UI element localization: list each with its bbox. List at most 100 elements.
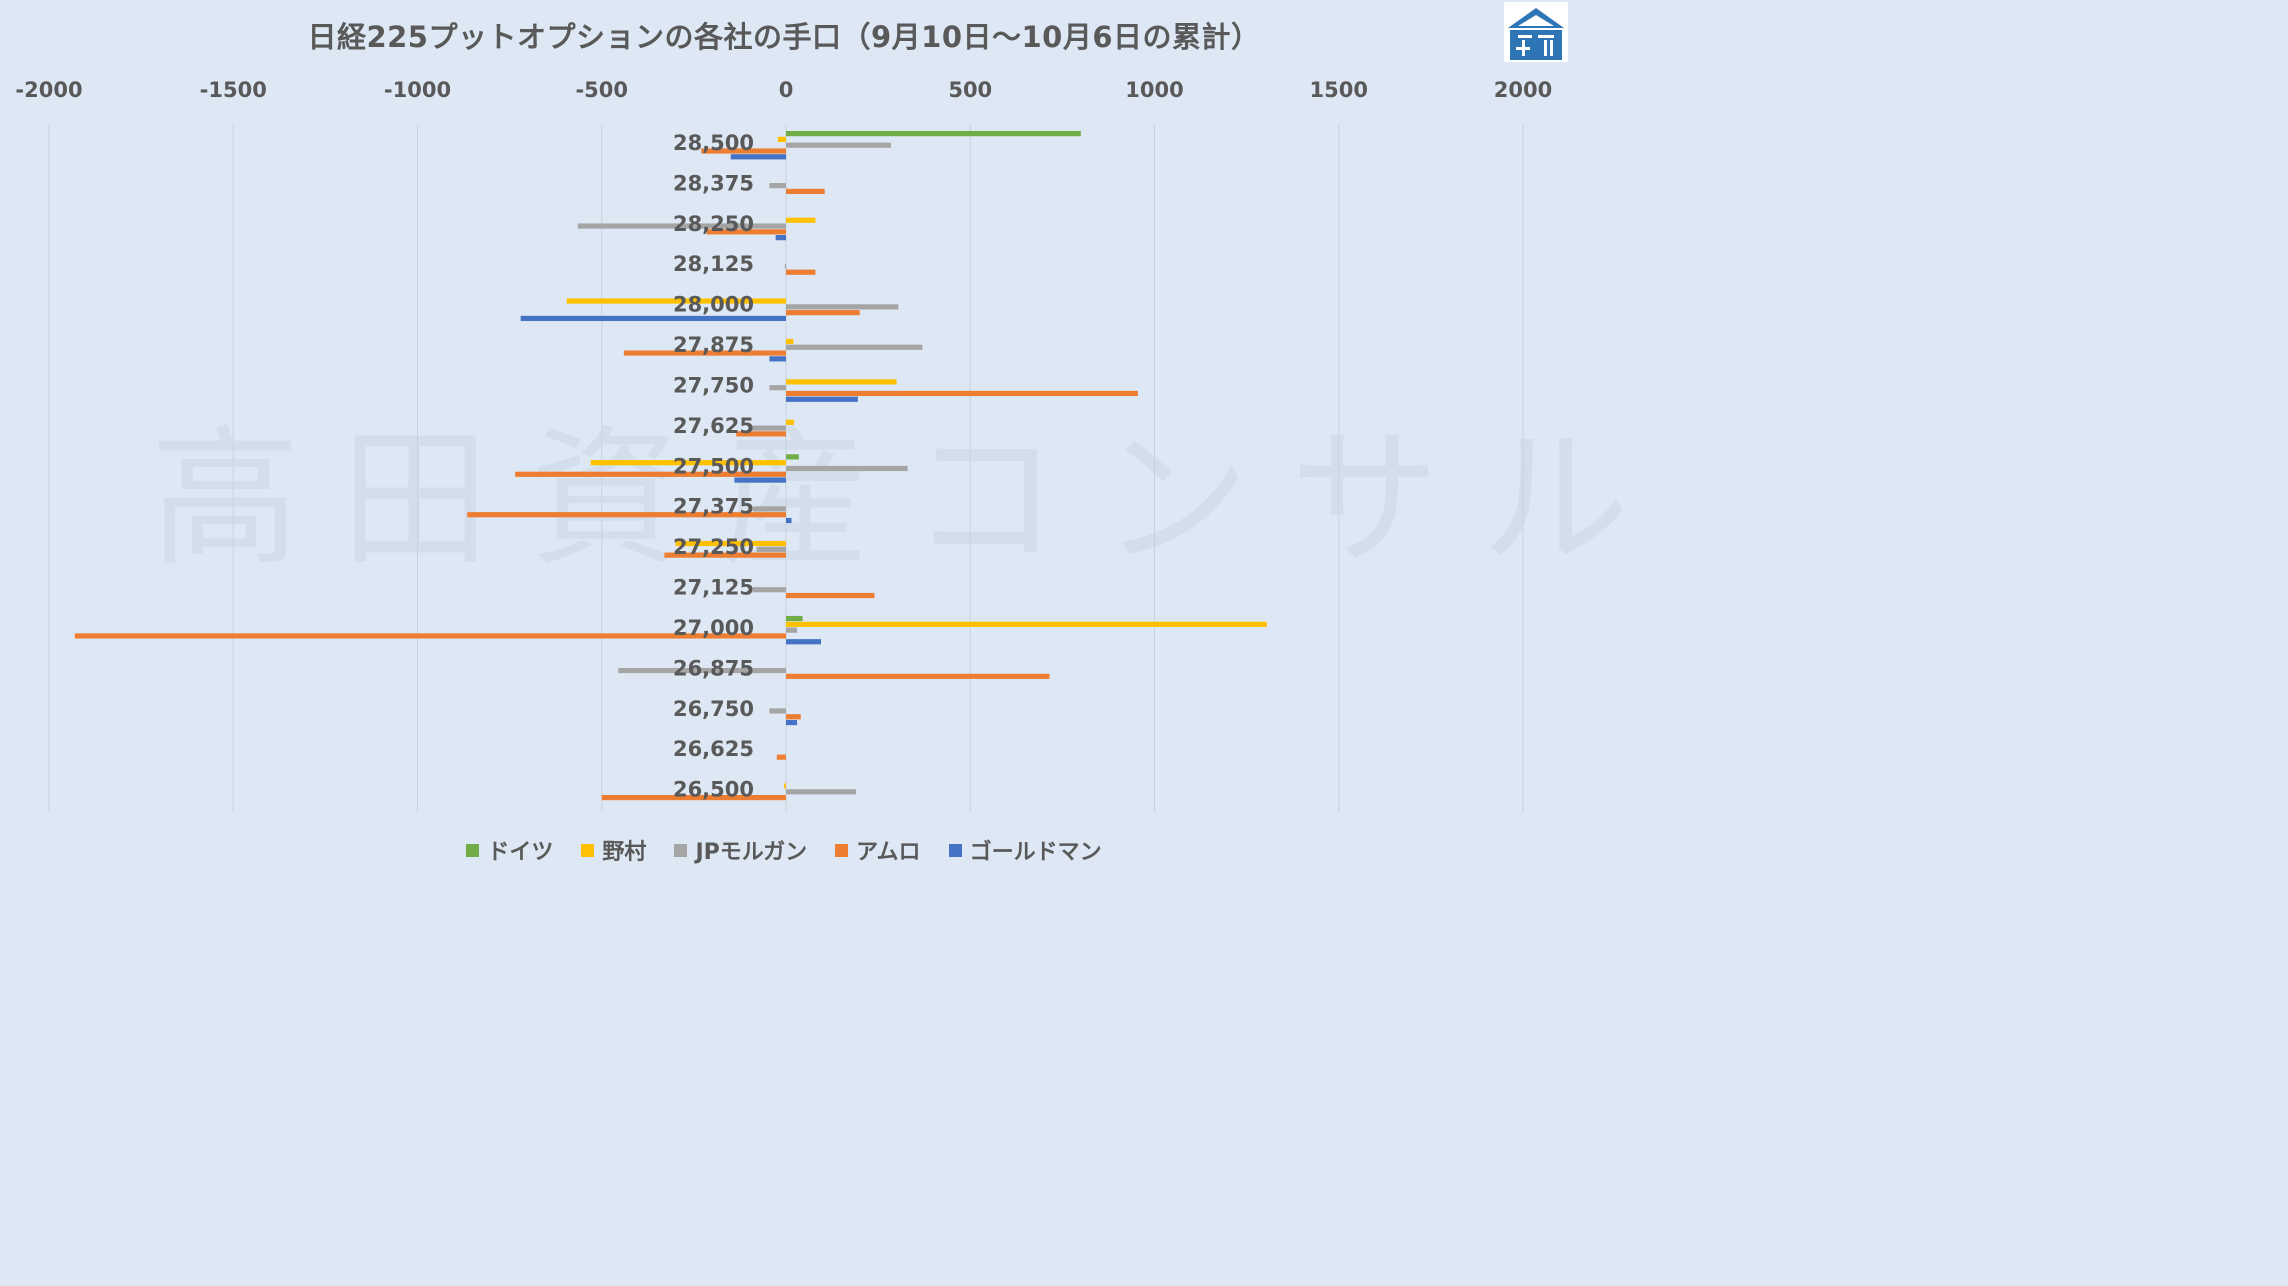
bar	[786, 621, 1267, 627]
category-label: 26,625	[673, 737, 754, 761]
legend-swatch	[674, 843, 688, 857]
bar	[775, 235, 786, 241]
chart-title: 日経225プットオプションの各社の手口（9月10日～10月6日の累計）	[307, 20, 1261, 54]
bar	[786, 142, 892, 148]
bar	[786, 615, 803, 622]
legend-swatch	[581, 843, 595, 857]
legend-label: JPモルガン	[695, 840, 808, 865]
bar	[786, 592, 875, 599]
bar	[467, 512, 786, 518]
bar	[786, 719, 798, 726]
category-label: 27,000	[673, 616, 754, 640]
legend-item: JPモルガン	[674, 834, 807, 866]
category-label: 28,125	[673, 252, 754, 276]
legend-item: ゴールドマン	[948, 834, 1102, 866]
x-tick-label: -1500	[200, 78, 267, 102]
bar	[786, 390, 1138, 397]
bar	[623, 350, 786, 356]
category-label: 27,500	[673, 454, 754, 478]
category-label: 27,625	[673, 414, 754, 438]
legend-label: ドイツ	[487, 840, 554, 865]
legend-item: ドイツ	[466, 834, 553, 866]
bar	[786, 344, 923, 350]
bar	[730, 154, 786, 160]
category-label: 27,375	[673, 495, 754, 519]
bar	[786, 465, 908, 472]
category-label: 27,750	[673, 373, 754, 397]
legend-swatch	[466, 843, 480, 857]
legend-label: アムロ	[856, 840, 921, 865]
bar	[786, 338, 794, 345]
bar	[515, 471, 786, 477]
category-label: 26,750	[673, 697, 754, 721]
bar	[776, 754, 786, 760]
bar	[786, 217, 816, 223]
x-tick-label: 0	[779, 78, 794, 102]
bar	[566, 298, 786, 304]
bar	[786, 627, 798, 633]
bar	[664, 552, 786, 558]
category-label: 27,875	[673, 333, 754, 357]
bar	[786, 304, 899, 310]
bar	[786, 714, 801, 720]
bar	[769, 183, 786, 189]
bar-chart: -2000 -1500 -1000 -500 0 500 1000 1500 2000 28,50…	[15, 78, 1552, 812]
legend-swatch	[835, 843, 849, 857]
company-logo-icon	[1504, 2, 1568, 62]
bar	[786, 379, 897, 385]
bar	[777, 136, 786, 142]
legend-item: アムロ	[835, 834, 921, 866]
bar	[618, 667, 786, 674]
bar	[590, 460, 786, 466]
category-label: 27,125	[673, 576, 754, 600]
bar	[786, 789, 857, 795]
bar	[786, 269, 816, 275]
bar	[784, 263, 787, 270]
bar	[769, 708, 786, 714]
bar	[769, 385, 786, 391]
legend: ドイツ 野村 JPモルガン アムロ ゴールドマン	[0, 834, 1568, 866]
bar	[601, 794, 786, 801]
bar	[786, 310, 860, 316]
category-label: 28,375	[673, 171, 754, 195]
category-label: 26,500	[673, 778, 754, 802]
legend-item: 野村	[581, 834, 646, 866]
bar	[675, 540, 786, 547]
bar	[752, 506, 786, 512]
bar	[786, 396, 858, 402]
x-tick-label: -2000	[15, 78, 82, 102]
category-label: 28,250	[673, 212, 754, 236]
category-label: 26,875	[673, 656, 754, 680]
bar	[786, 419, 795, 425]
bar	[750, 425, 786, 431]
bar	[786, 188, 825, 195]
category-label: 28,500	[673, 131, 754, 155]
x-tick-label: 500	[948, 78, 992, 102]
bar	[701, 148, 786, 154]
bar	[577, 223, 786, 229]
bar	[784, 783, 786, 789]
x-tick-label: -1000	[384, 78, 451, 102]
bar	[786, 639, 822, 645]
legend-label: ゴールドマン	[969, 840, 1102, 865]
bar	[786, 517, 792, 524]
x-tick-label: 1000	[1125, 78, 1183, 102]
bar	[706, 229, 786, 235]
x-tick-label: 1500	[1310, 78, 1368, 102]
x-tick-label: 2000	[1494, 78, 1552, 102]
category-label: 27,250	[673, 535, 754, 559]
bar	[520, 315, 786, 322]
bar	[786, 131, 1081, 137]
legend-swatch	[948, 843, 962, 857]
bar	[752, 587, 786, 593]
bar	[74, 633, 787, 639]
x-tick-label: -500	[575, 78, 628, 102]
legend-label: 野村	[602, 840, 647, 865]
bar	[756, 546, 786, 552]
bar	[786, 673, 1050, 679]
bar	[736, 431, 786, 437]
category-label: 28,000	[673, 293, 754, 317]
bar	[734, 477, 786, 483]
bar	[786, 454, 799, 460]
bar	[769, 356, 786, 362]
